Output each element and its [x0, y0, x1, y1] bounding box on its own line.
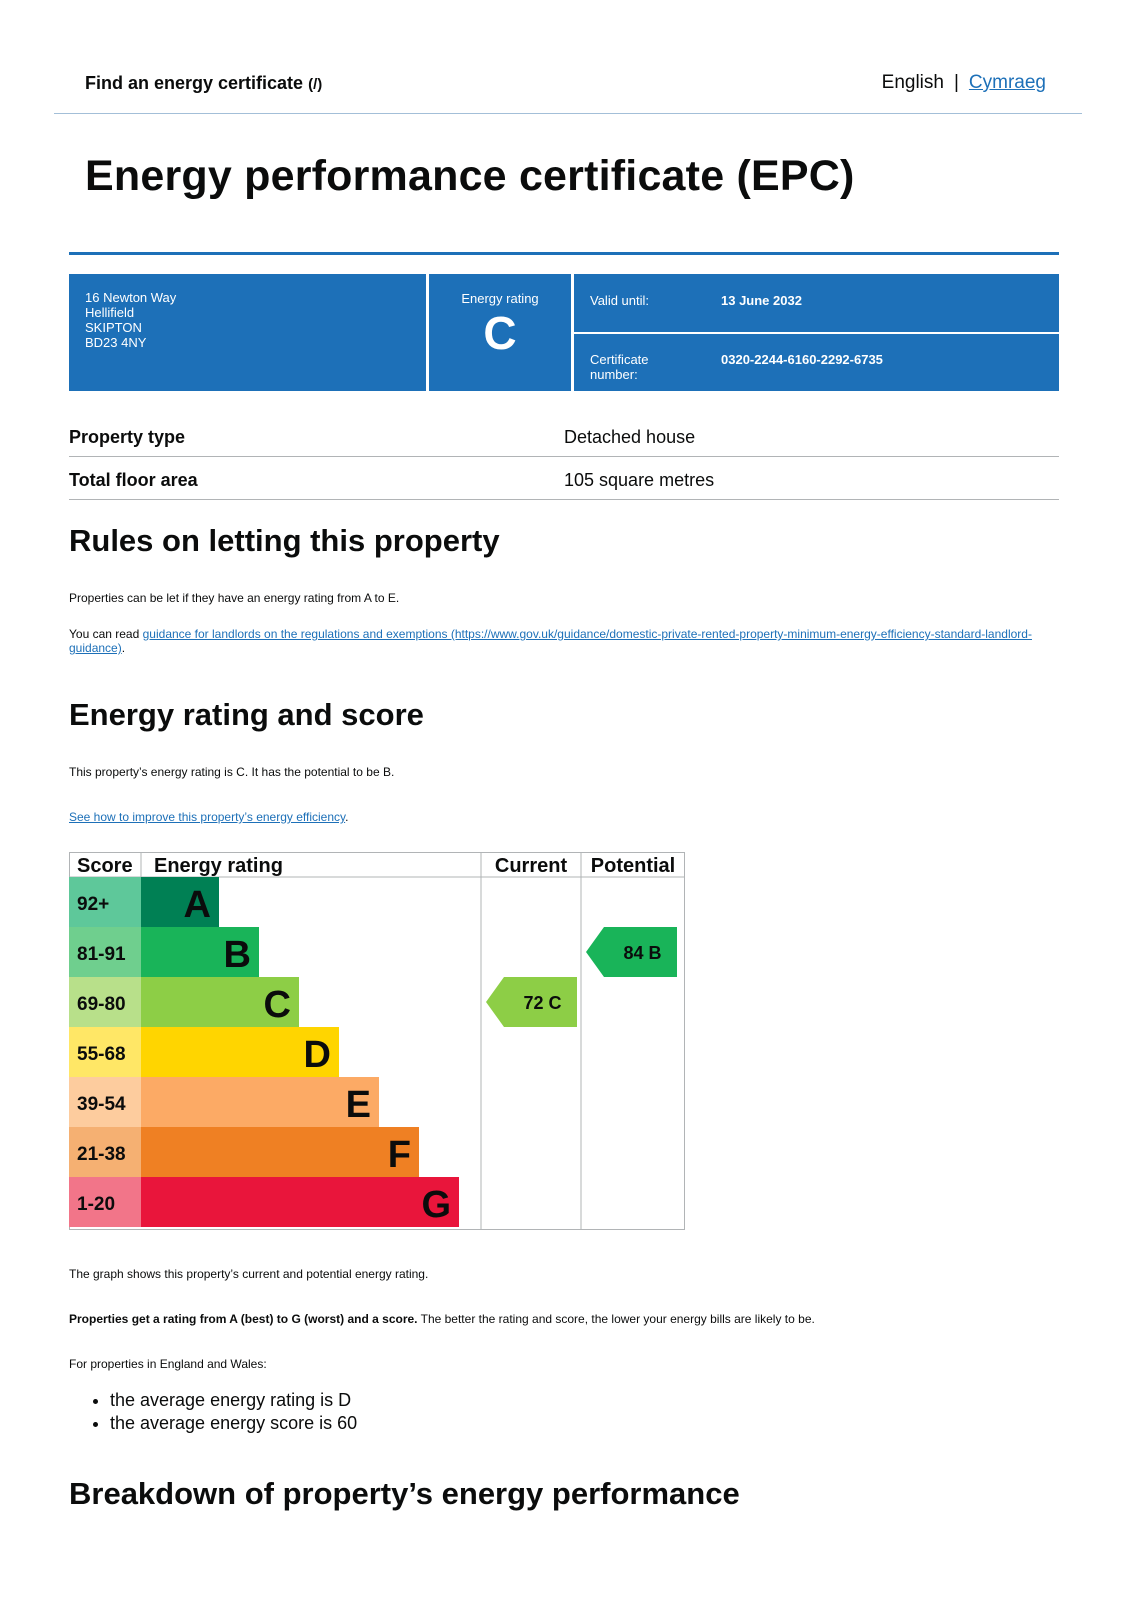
- improve-link-suffix: .: [345, 810, 349, 824]
- band-bar-e: [141, 1077, 379, 1127]
- chart-header-energy-rating: Energy rating: [154, 855, 283, 877]
- band-score-cell-c: [69, 977, 141, 1027]
- certificate-label-line1: Certificate: [590, 352, 649, 367]
- average-score-item: the average energy score is 60: [110, 1412, 357, 1435]
- average-rating-item: the average energy rating is D: [110, 1389, 357, 1412]
- service-name-link[interactable]: Find an energy certificate (/): [85, 73, 322, 94]
- language-switcher: English | Cymraeg: [882, 72, 1046, 94]
- band-bar-b: [141, 927, 259, 977]
- letting-paragraph-2-prefix: You can read: [69, 627, 143, 641]
- average-intro: For properties in England and Wales:: [69, 1357, 267, 1371]
- ratings-explanation: Properties get a rating from A (best) to…: [69, 1312, 1059, 1326]
- energy-rating-box: Energy rating C: [429, 274, 571, 391]
- band-letter-d: D: [304, 1034, 331, 1076]
- band-score-label-e: 39-54: [77, 1094, 126, 1115]
- band-bar-g: [141, 1177, 459, 1227]
- improve-paragraph: See how to improve this property’s energ…: [69, 810, 1059, 824]
- energy-rating-chart: Score Energy rating Current Potential 92+ A 81…: [69, 852, 685, 1230]
- potential-rating-arrow: [586, 927, 677, 977]
- address-line-4: BD23 4NY: [85, 335, 147, 350]
- band-score-cell-d: [69, 1027, 141, 1077]
- landlord-guidance-link[interactable]: guidance for landlords on the regulation…: [69, 627, 1032, 655]
- summary-divider: [69, 252, 1059, 255]
- band-score-label-f: 21-38: [77, 1144, 126, 1165]
- band-letter-g: G: [421, 1184, 451, 1226]
- property-type-value: Detached house: [564, 427, 696, 447]
- energy-rating-label: Energy rating: [461, 291, 539, 306]
- service-home-path: (/): [308, 76, 323, 93]
- letting-paragraph-2: You can read guidance for landlords on t…: [69, 627, 1059, 655]
- energy-rating-letter: C: [483, 307, 517, 359]
- energy-rating-sentence: This property’s energy rating is C. It h…: [69, 765, 395, 779]
- property-type-label: Property type: [69, 427, 186, 447]
- graph-note: The graph shows this property’s current …: [69, 1267, 429, 1281]
- property-address: 16 Newton Way Hellifield SKIPTON BD23 4N…: [69, 274, 426, 391]
- potential-rating-label: 84 B: [623, 943, 661, 963]
- certificate-number-box: Certificate number: 0320-2244-6160-2292-…: [574, 334, 1059, 391]
- valid-until-label: Valid until:: [590, 293, 650, 308]
- band-score-label-c: 69-80: [77, 994, 126, 1015]
- lang-english: English: [881, 72, 944, 93]
- band-letter-b: B: [224, 934, 251, 976]
- property-type-row: Property type Detached house: [69, 414, 1059, 457]
- valid-until-box: Valid until: 13 June 2032: [574, 274, 1059, 332]
- floor-area-row: Total floor area 105 square metres: [69, 457, 1059, 500]
- valid-until-value: 13 June 2032: [721, 293, 802, 308]
- band-bar-d: [141, 1027, 339, 1077]
- band-bar-c: [141, 977, 299, 1027]
- band-score-cell-b: [69, 927, 141, 977]
- breakdown-heading: Breakdown of property’s energy performan…: [69, 1476, 740, 1511]
- certificate-number-value: 0320-2244-6160-2292-6735: [721, 352, 883, 367]
- floor-area-label: Total floor area: [69, 470, 198, 490]
- lang-cymraeg-link[interactable]: Cymraeg: [968, 72, 1046, 93]
- service-name: Find an energy certificate: [85, 73, 304, 93]
- band-score-cell-e: [69, 1077, 141, 1127]
- lang-separator: |: [953, 72, 959, 93]
- address-line-1: 16 Newton Way: [85, 290, 177, 305]
- band-score-label-g: 1-20: [77, 1194, 115, 1215]
- property-details: Property type Detached house Total floor…: [69, 414, 1059, 500]
- address-line-2: Hellifield: [85, 305, 135, 320]
- band-bar-f: [141, 1127, 419, 1177]
- letting-paragraph-1: Properties can be let if they have an en…: [69, 591, 400, 605]
- band-score-cell-a: [69, 877, 141, 927]
- chart-header-current: Current: [495, 855, 568, 877]
- site-header: Find an energy certificate (/) English | C…: [54, 62, 1082, 114]
- current-rating-label: 72 C: [523, 993, 561, 1013]
- band-letter-c: C: [264, 984, 291, 1026]
- average-list: the average energy rating is D the avera…: [110, 1389, 357, 1435]
- chart-header-potential: Potential: [591, 855, 675, 877]
- band-score-label-b: 81-91: [77, 944, 126, 965]
- current-rating-arrow: [486, 977, 577, 1027]
- address-line-3: SKIPTON: [85, 320, 142, 335]
- band-score-label-a: 92+: [77, 894, 109, 915]
- certificate-label-line2: number:: [590, 367, 638, 382]
- ratings-explanation-bold: Properties get a rating from A (best) to…: [69, 1312, 418, 1326]
- band-score-label-d: 55-68: [77, 1044, 126, 1065]
- ratings-explanation-rest: The better the rating and score, the low…: [417, 1312, 815, 1326]
- letting-heading: Rules on letting this property: [69, 523, 500, 558]
- certificate-label: Certificate number:: [590, 352, 649, 382]
- improve-efficiency-link[interactable]: See how to improve this property’s energ…: [69, 810, 346, 824]
- letting-paragraph-2-suffix: .: [121, 641, 126, 655]
- band-letter-f: F: [388, 1134, 411, 1176]
- epc-summary: 16 Newton Way Hellifield SKIPTON BD23 4N…: [69, 274, 1059, 391]
- band-letter-e: E: [346, 1084, 371, 1126]
- floor-area-value: 105 square metres: [564, 470, 715, 490]
- band-letter-a: A: [184, 884, 211, 926]
- band-score-cell-g: [69, 1177, 141, 1227]
- band-score-cell-f: [69, 1127, 141, 1177]
- energy-score-heading: Energy rating and score: [69, 697, 424, 732]
- page-title: Energy performance certificate (EPC): [85, 152, 855, 200]
- chart-header-score: Score: [77, 855, 133, 877]
- band-bar-a: [141, 877, 219, 927]
